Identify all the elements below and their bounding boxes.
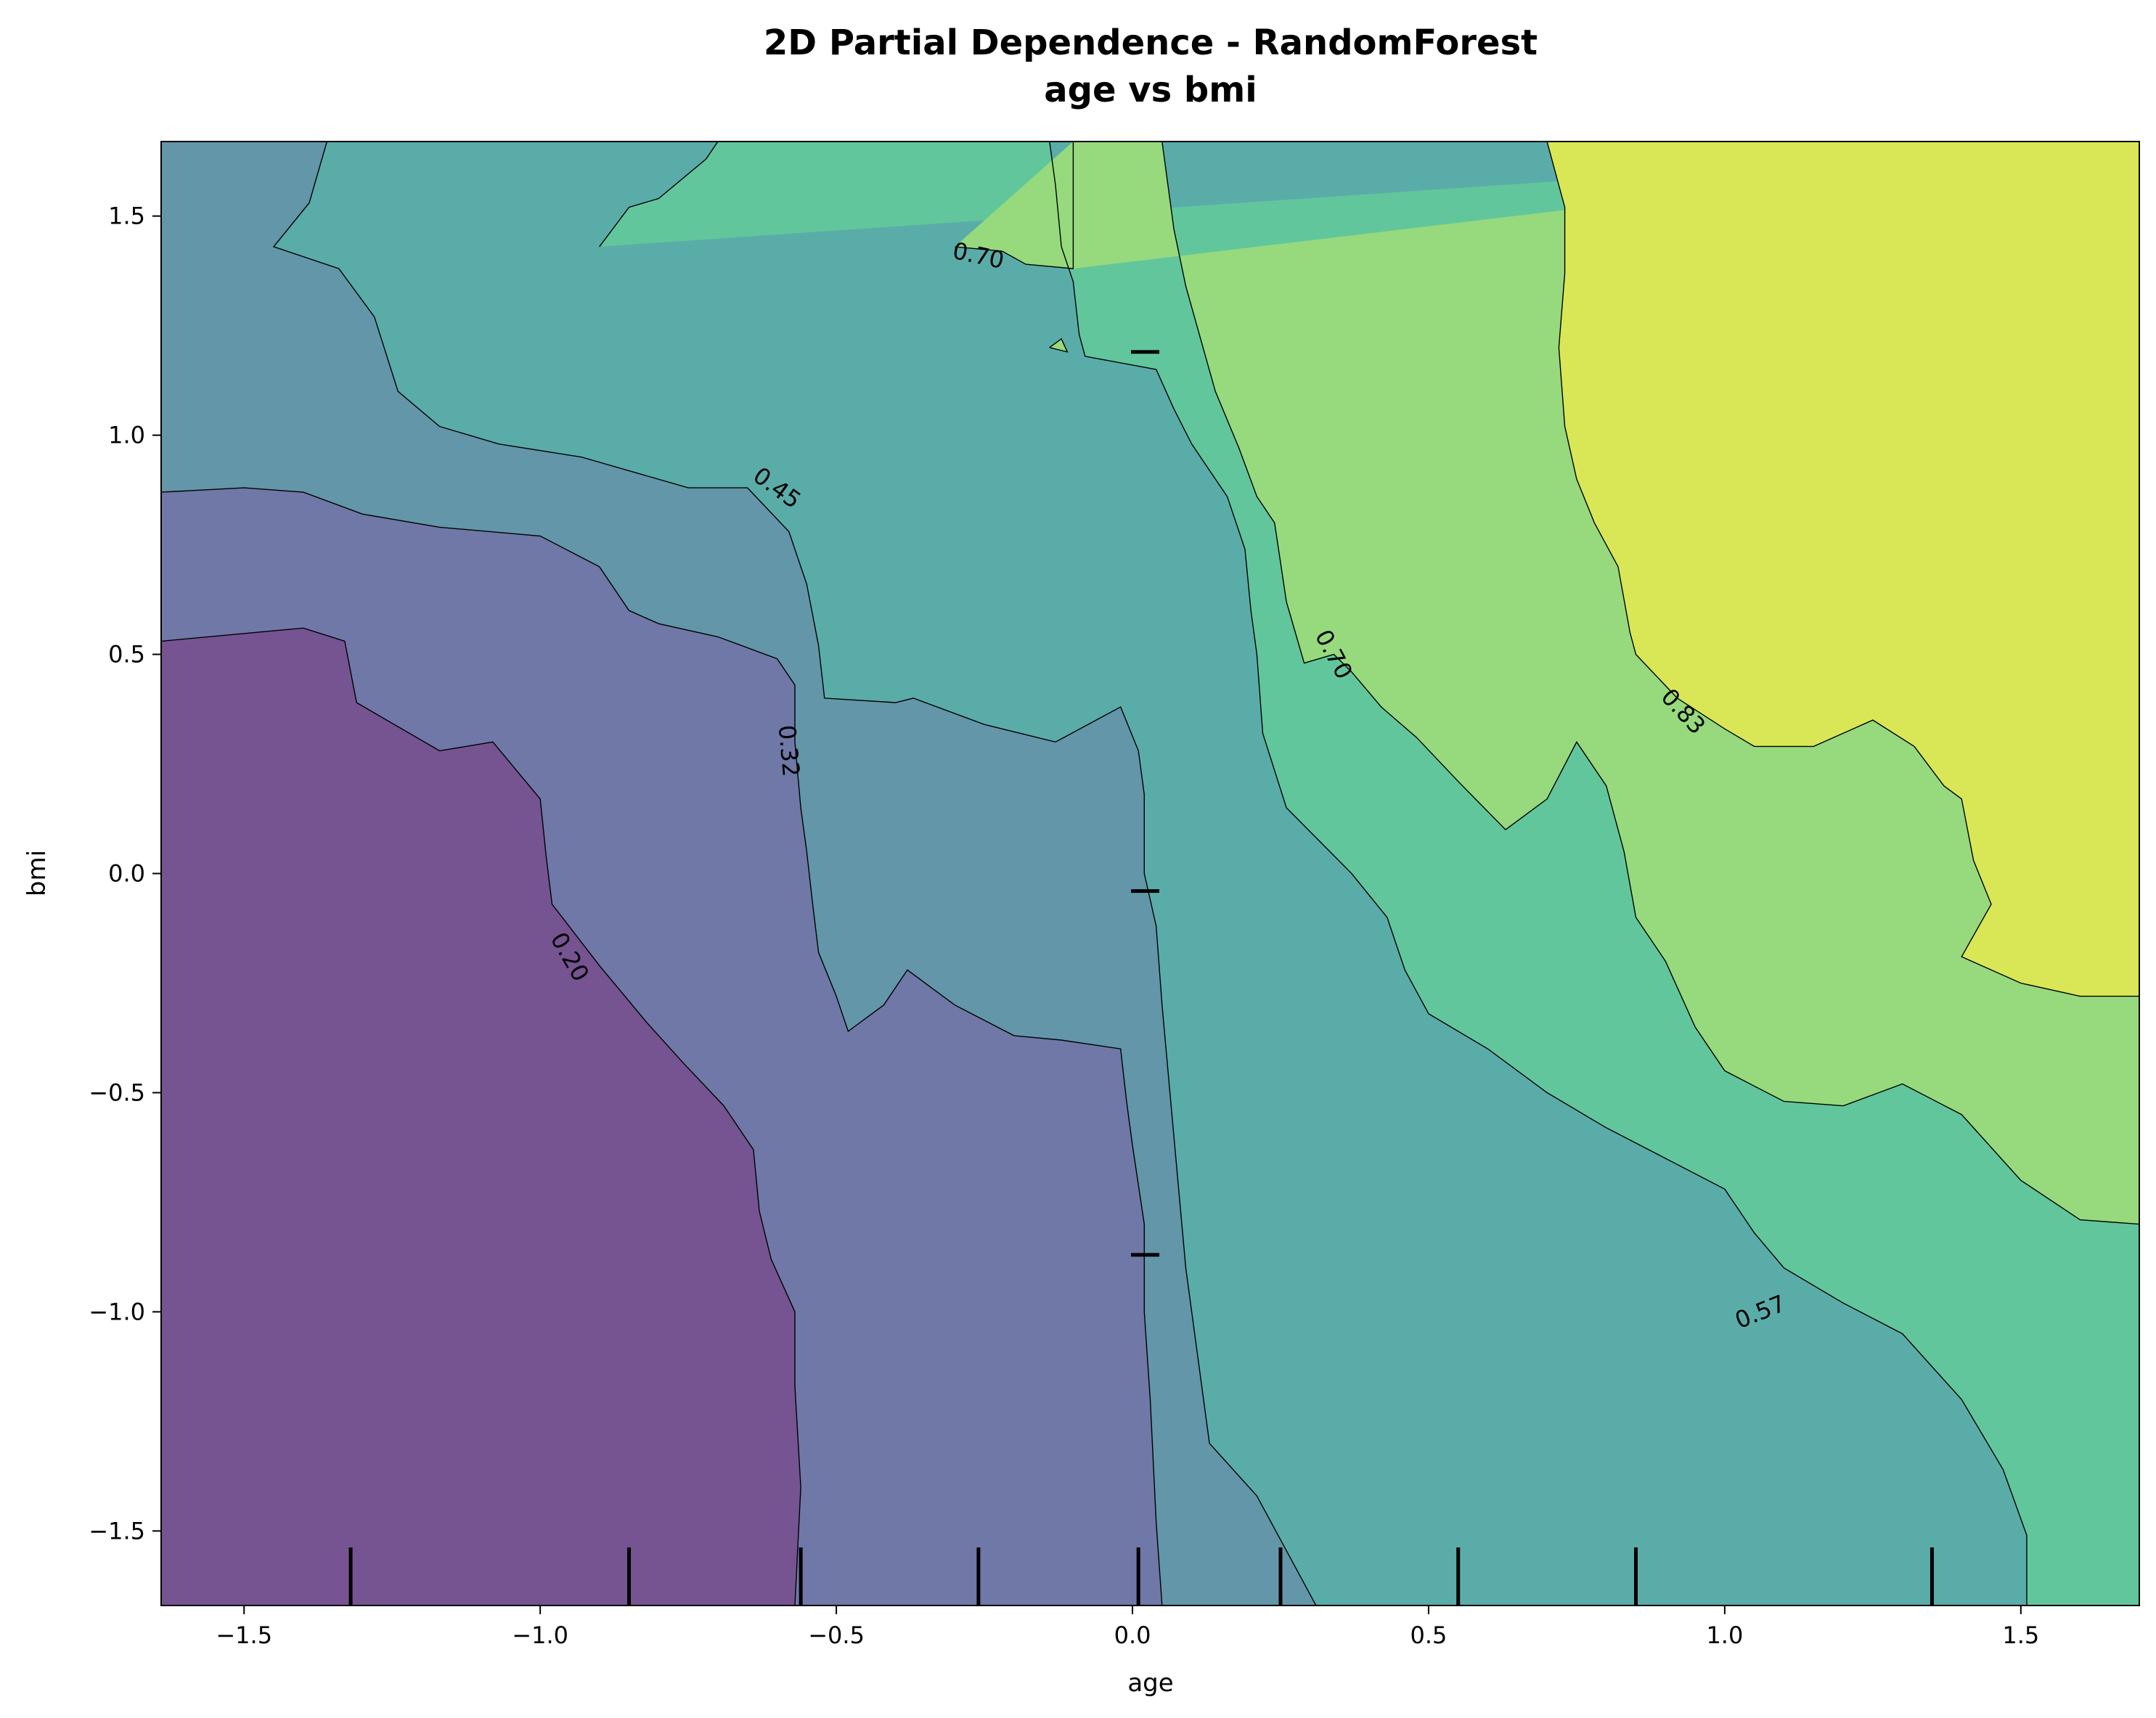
y-tick-label: −1.0 xyxy=(89,1298,145,1325)
fill-island-small xyxy=(1049,338,1068,352)
fill-island-0.70-0.83 xyxy=(955,142,1074,269)
contour-label: 0.32 xyxy=(773,724,805,777)
y-tick-label: 1.0 xyxy=(108,422,145,449)
contour-line-0.70 xyxy=(955,142,2139,1225)
x-tick-label: 0.5 xyxy=(1410,1621,1447,1649)
x-axis-label: age xyxy=(1127,1669,1173,1698)
chart-title: 2D Partial Dependence - RandomForest xyxy=(764,23,1538,63)
fill-band-above-0.83 xyxy=(1547,142,2139,997)
x-tick-label: 1.0 xyxy=(1706,1621,1743,1649)
y-tick-label: −1.5 xyxy=(89,1517,145,1545)
chart-subtitle: age vs bmi xyxy=(1044,70,1257,110)
x-tick-label: −1.0 xyxy=(512,1621,568,1649)
x-axis: −1.5 −1.0 −0.5 0.0 0.5 1.0 1.5 xyxy=(216,1605,2039,1649)
contour-line-island xyxy=(1049,338,1069,353)
y-tick-label: 0.5 xyxy=(108,641,145,668)
y-tick-label: 0.0 xyxy=(108,860,145,888)
contour-line-0.57 xyxy=(599,142,2028,1605)
rug-marks xyxy=(348,350,1934,1605)
y-axis: −1.5 −1.0 −0.5 0.0 0.5 1.0 1.5 xyxy=(89,203,161,1545)
contour-line-0.20 xyxy=(161,627,801,1605)
y-axis-label: bmi xyxy=(23,850,52,896)
plot-area: 0.200.320.450.570.700.700.83 xyxy=(161,142,2139,1605)
contour-fills xyxy=(161,142,2139,1605)
contour-line-0.45 xyxy=(161,142,1317,1605)
contour-line-0.83 xyxy=(1546,142,2139,997)
y-tick-label: 1.5 xyxy=(108,203,145,230)
x-tick-label: −1.5 xyxy=(216,1621,272,1649)
x-tick-label: 0.0 xyxy=(1114,1621,1151,1649)
contour-lines xyxy=(161,142,2139,1605)
contour-line-0.32 xyxy=(161,487,1163,1605)
fill-band-below-0.20 xyxy=(161,628,801,1605)
x-tick-label: −0.5 xyxy=(808,1621,865,1649)
x-tick-label: 1.5 xyxy=(2002,1621,2039,1649)
y-tick-label: −0.5 xyxy=(89,1079,145,1106)
